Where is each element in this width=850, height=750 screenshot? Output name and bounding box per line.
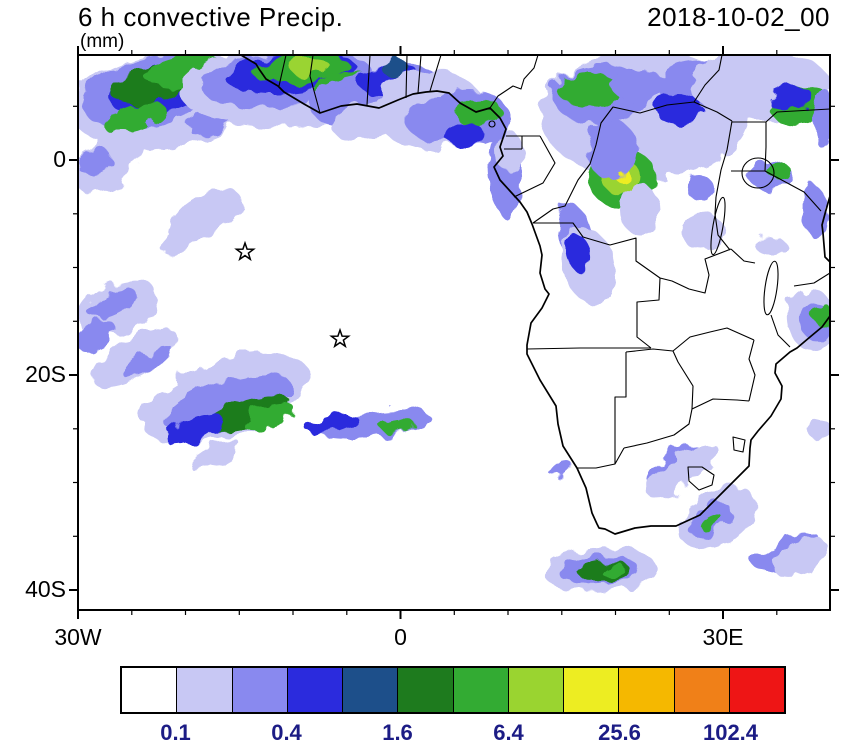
colorbar-tick-label: 1.6 [382, 720, 413, 745]
colorbar-cell [452, 668, 508, 712]
precip-blob [768, 85, 812, 111]
colorbar-tick-label: 6.4 [493, 720, 524, 745]
colorbar-tick-label: 0.1 [160, 720, 191, 745]
map-outlines [240, 55, 830, 535]
x-axis-label: 0 [394, 624, 407, 650]
precip-blob [123, 345, 173, 379]
colorbar-cell [397, 668, 453, 712]
country-borders [278, 55, 830, 491]
precip-blob [771, 539, 829, 575]
precip-blob [162, 225, 208, 255]
precip-blob [382, 58, 408, 78]
precip-blob [92, 328, 178, 388]
units-label: (mm) [80, 31, 125, 52]
precip-blob [445, 123, 485, 147]
axis-ticks [69, 46, 839, 619]
date-label: 2018-10-02_00 [647, 2, 830, 32]
coastline [240, 55, 830, 535]
colorbar-cell [286, 668, 342, 712]
colorbar-tick-label: 25.6 [598, 720, 641, 745]
precip-blob [567, 235, 593, 275]
precip-blob [700, 513, 722, 531]
precip-blob [290, 59, 330, 75]
precip-blob [205, 395, 291, 431]
precip-blob [168, 189, 242, 241]
colorbar-cell [563, 668, 619, 712]
precip-blob [620, 185, 660, 235]
precip-blob [587, 120, 637, 180]
precip-blob [599, 562, 625, 576]
precip-blob [655, 96, 705, 124]
precip-blob [610, 70, 670, 100]
bioko-island [488, 120, 496, 128]
plot-title: 6 h convective Precip. [78, 2, 344, 32]
colorbar-cell [507, 668, 563, 712]
colorbar-cell [673, 668, 729, 712]
precip-blob [167, 413, 223, 447]
precip-blob [558, 72, 618, 108]
precip-blob [686, 176, 714, 200]
star-marker [329, 327, 351, 349]
precip-blob [813, 90, 830, 150]
colorbar-cell [618, 668, 674, 712]
colorbar-cell [176, 668, 232, 712]
colorbar-cell [728, 668, 784, 712]
precip-blob [646, 442, 718, 498]
x-axis-label: 30W [54, 624, 102, 650]
y-axis-label: 20S [25, 361, 66, 387]
colorbar-cell [342, 668, 398, 712]
lake-malawi [763, 260, 779, 316]
lake-tanganyika [710, 196, 726, 256]
colorbar [120, 666, 786, 714]
star-marker [234, 240, 256, 262]
colorbar-tick-label: 0.4 [271, 720, 302, 745]
precip-blob [381, 419, 415, 433]
colorbar-cell [231, 668, 287, 712]
precip-blob [240, 404, 296, 428]
precipitation-field [78, 55, 830, 593]
colorbar-cell [122, 668, 177, 712]
x-axis-label: 30E [702, 624, 744, 650]
precip-blob [189, 440, 241, 470]
precip-blob [755, 235, 785, 255]
precip-blob [549, 460, 571, 476]
precip-blob [494, 130, 522, 170]
precip-blob [88, 287, 136, 319]
precip-blob [78, 149, 113, 175]
precip-blob [104, 102, 166, 134]
precip-blob [807, 421, 830, 439]
precip-blob [766, 162, 790, 178]
y-axis-label: 0 [53, 146, 66, 172]
y-axis-label: 40S [25, 576, 66, 602]
colorbar-tick-label: 102.4 [702, 720, 759, 745]
star-markers [234, 240, 351, 349]
precip-blob [306, 414, 358, 434]
lake-victoria [741, 157, 775, 189]
precip-blob [78, 319, 115, 351]
